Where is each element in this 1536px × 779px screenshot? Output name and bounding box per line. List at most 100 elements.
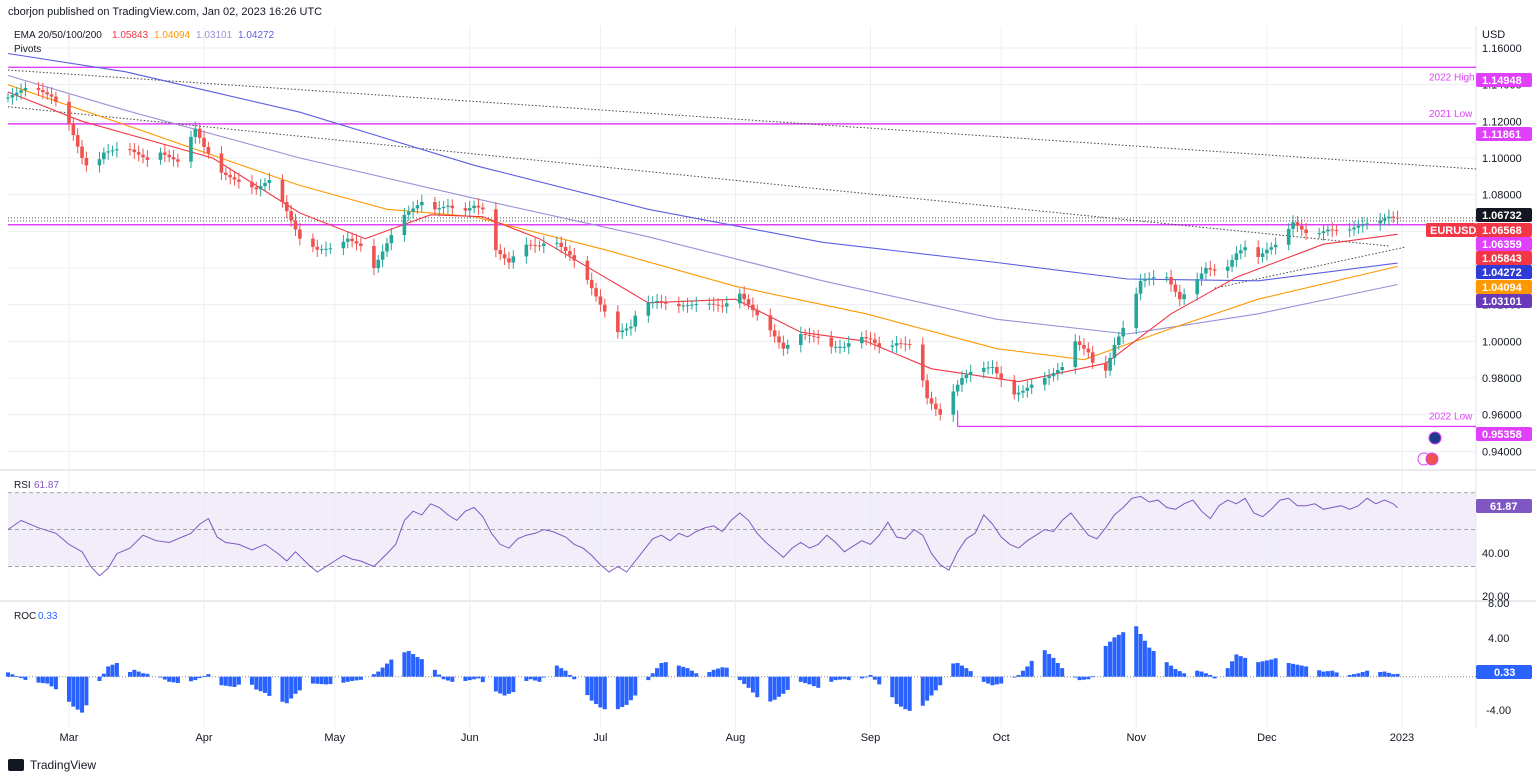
candle-body (1060, 367, 1064, 371)
roc-bar (127, 671, 132, 677)
candle-body (528, 244, 533, 246)
candle-body (1021, 390, 1025, 393)
candle-body (646, 302, 651, 316)
roc-bar (1352, 674, 1357, 677)
roc-bar (742, 676, 747, 684)
candle-body (829, 337, 834, 347)
candle-body (450, 205, 455, 209)
candle-body (1352, 227, 1356, 230)
roc-bar (1321, 671, 1326, 677)
roc-bar (1042, 650, 1047, 677)
candle-body (720, 305, 725, 307)
roc-bar (563, 670, 568, 677)
candle-body (716, 304, 720, 306)
candle-body (594, 288, 598, 297)
candle-body (228, 174, 232, 178)
candle-body (1051, 373, 1056, 377)
candle-body (1073, 341, 1078, 367)
candle-body (372, 246, 376, 268)
candle-body (1090, 352, 1095, 363)
roc-bar (132, 669, 137, 677)
candle-body (785, 345, 790, 349)
candle-body (899, 343, 903, 345)
roc-bar (585, 676, 590, 696)
roc-bar (533, 676, 538, 681)
currency-label: USD (1482, 29, 1505, 41)
roc-bar (493, 676, 498, 692)
roc-bar (994, 676, 999, 685)
candle-body (524, 244, 529, 257)
roc-bar (1020, 670, 1025, 677)
roc-bar (1029, 660, 1034, 677)
roc-bar (1116, 634, 1121, 677)
candle-body (1117, 336, 1121, 345)
roc-bar (559, 668, 564, 677)
roc-bar (620, 676, 625, 708)
candle-body (354, 241, 359, 244)
candle-body (833, 346, 838, 348)
roc-bar (167, 676, 172, 682)
candle-body (685, 305, 690, 307)
candle-body (1112, 345, 1117, 358)
candle-body (742, 293, 746, 300)
pivot-label: 2022 Low (1429, 411, 1473, 422)
roc-bar (380, 667, 385, 677)
roc-bar (219, 676, 224, 686)
roc-bar (859, 676, 864, 679)
roc-bar (528, 676, 533, 680)
roc-bar (162, 676, 167, 680)
candle-body (568, 251, 572, 256)
price-label-bg-ema200 (1476, 265, 1532, 279)
roc-bar (694, 673, 699, 677)
roc-bar (406, 651, 411, 677)
time-axis-label: Jul (593, 732, 607, 744)
roc-bar (920, 676, 925, 706)
candle-body (934, 403, 938, 410)
candle-body (1317, 233, 1321, 235)
roc-bar (19, 676, 24, 679)
roc-bar (1360, 671, 1365, 677)
roc-bar (280, 676, 285, 702)
candle-body (938, 409, 943, 415)
roc-bar (755, 676, 760, 698)
publisher-caption: cborjon published on TradingView.com, Ja… (8, 6, 323, 18)
roc-bar (1382, 671, 1387, 677)
roc-bar (842, 676, 847, 680)
roc-bar (1081, 676, 1086, 680)
roc-bar (1286, 663, 1291, 677)
roc-bar (877, 676, 882, 685)
candle-body (463, 208, 468, 211)
price-label-pivot-2020-low: 1.06359 (1482, 239, 1522, 251)
candle-body (71, 123, 76, 136)
price-label-ema200: 1.04272 (1482, 267, 1522, 279)
candle-body (284, 202, 289, 212)
candle-body (1356, 225, 1361, 228)
candle-body (694, 304, 699, 306)
candle-body (1256, 247, 1260, 257)
candle-body (812, 335, 816, 337)
roc-bar (929, 676, 934, 696)
roc-bar (293, 676, 298, 694)
roc-bar (450, 676, 455, 682)
roc-bar (681, 666, 686, 677)
candle-body (1029, 384, 1034, 388)
price-label-ema20: 1.05843 (1482, 253, 1522, 265)
candle-body (681, 305, 685, 307)
rsi-line (7, 495, 1398, 577)
roc-bar (263, 676, 268, 693)
roc-bar (1090, 676, 1095, 678)
candle-body (189, 136, 193, 162)
roc-bar (467, 676, 472, 681)
roc-bar (1295, 664, 1300, 677)
roc-bar (864, 676, 869, 678)
candle-body (106, 151, 110, 153)
candle-body (193, 128, 198, 137)
roc-bar (110, 664, 115, 677)
roc-bar (990, 676, 995, 686)
roc-bar (1112, 637, 1117, 677)
roc-bar (1182, 673, 1187, 677)
roc-bar (1121, 632, 1126, 677)
roc-bar (80, 676, 85, 713)
roc-bar (206, 674, 211, 677)
